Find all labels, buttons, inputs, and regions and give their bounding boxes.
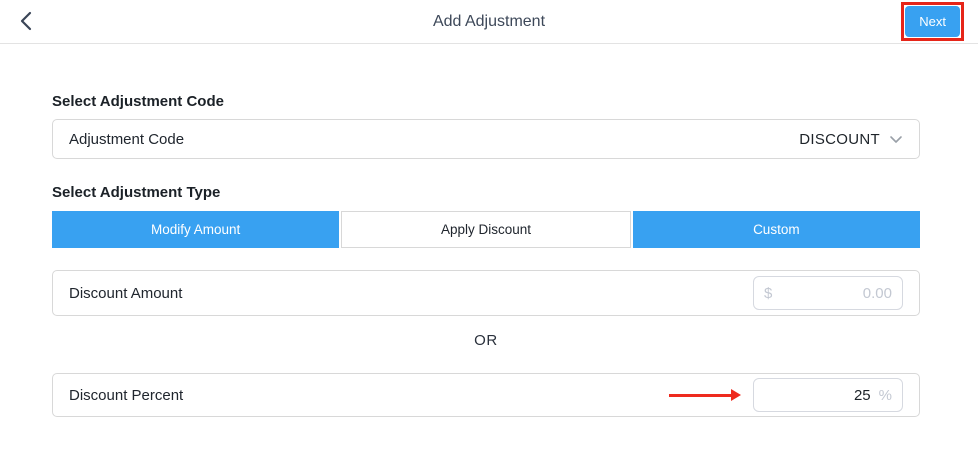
main-content: Select Adjustment Code Adjustment Code D…: [0, 93, 978, 417]
discount-percent-label: Discount Percent: [69, 386, 184, 404]
or-divider: OR: [474, 332, 498, 349]
percent-symbol: %: [878, 386, 892, 404]
adjustment-type-segmented-control: Modify Amount Apply Discount Custom: [52, 211, 920, 248]
adjustment-code-row[interactable]: Adjustment Code DISCOUNT: [52, 119, 920, 159]
segment-apply-discount[interactable]: Apply Discount: [341, 211, 631, 248]
page-title: Add Adjustment: [432, 13, 546, 30]
adjustment-code-dropdown[interactable]: DISCOUNT: [799, 131, 903, 148]
adjustment-code-value: DISCOUNT: [799, 130, 880, 148]
chevron-left-icon: [19, 11, 33, 34]
select-adjustment-type-heading: Select Adjustment Type: [52, 184, 221, 201]
discount-amount-input[interactable]: [780, 284, 892, 302]
discount-percent-row: Discount Percent %: [52, 373, 920, 417]
chevron-down-icon: [889, 131, 903, 148]
header: Add Adjustment Next: [0, 0, 978, 44]
adjustment-code-label: Adjustment Code: [69, 130, 185, 148]
discount-amount-input-wrapper: $: [753, 276, 903, 310]
discount-percent-input[interactable]: [764, 386, 871, 404]
discount-amount-row: Discount Amount $: [52, 270, 920, 316]
next-button-highlight: Next: [901, 2, 964, 41]
discount-amount-label: Discount Amount: [69, 284, 183, 302]
discount-percent-input-wrapper: %: [753, 378, 903, 412]
segment-custom[interactable]: Custom: [632, 211, 920, 248]
segment-modify-amount[interactable]: Modify Amount: [52, 211, 340, 248]
back-button[interactable]: [12, 9, 40, 35]
arrow-right-icon: [669, 389, 741, 401]
select-adjustment-code-heading: Select Adjustment Code: [52, 93, 224, 110]
currency-symbol: $: [764, 284, 773, 302]
next-button[interactable]: Next: [905, 6, 960, 37]
